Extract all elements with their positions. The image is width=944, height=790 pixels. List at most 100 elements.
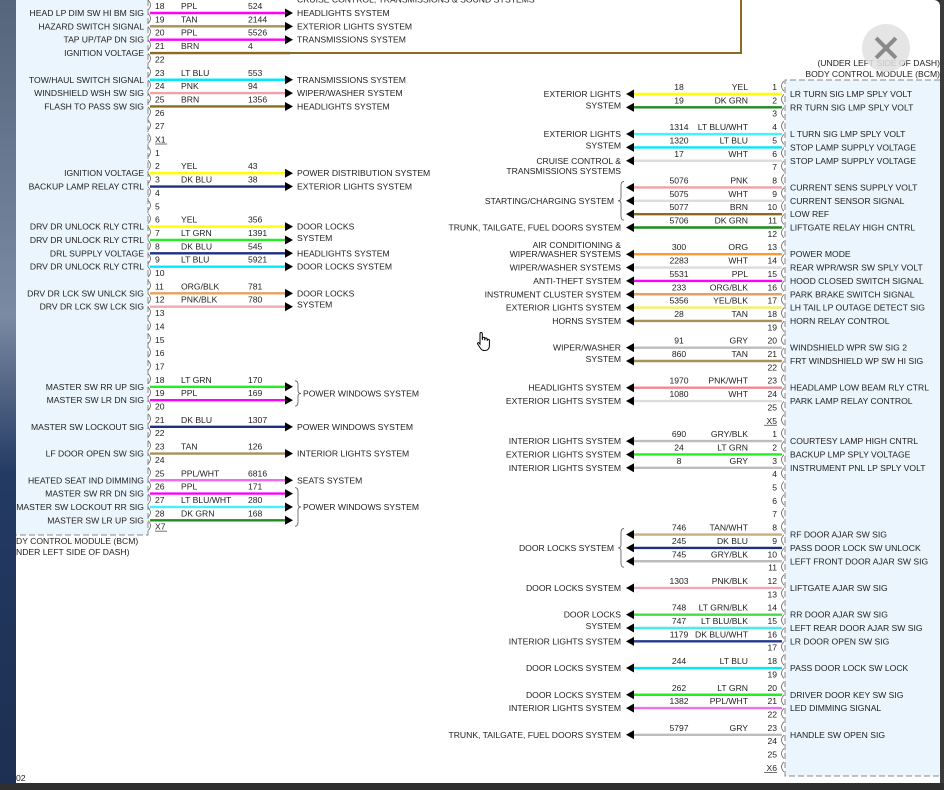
destination-system-label[interactable]: SYSTEM	[297, 233, 332, 243]
pin-number: 22	[155, 54, 165, 64]
arrow-icon	[626, 276, 634, 286]
arrow-icon	[285, 395, 293, 405]
destination-system-label[interactable]: DOOR LOCKS SYSTEM	[526, 663, 621, 673]
destination-system-label[interactable]: SYSTEM	[586, 354, 621, 364]
pin-number: 9	[772, 189, 777, 199]
arrow-icon	[626, 142, 634, 152]
destination-system-label[interactable]: INSTRUMENT CLUSTER SYSTEM	[485, 289, 621, 299]
destination-system-label[interactable]: TRUNK, TAILGATE, FUEL DOORS SYSTEM	[448, 223, 621, 233]
pin-function-label: DRV DR UNLOCK RLY CTRL	[30, 262, 144, 272]
arrow-icon	[285, 262, 293, 272]
left-module-label-1: DY CONTROL MODULE (BCM)	[16, 536, 138, 546]
destination-system-label[interactable]: AIR CONDITIONING &	[533, 240, 622, 250]
destination-system-label[interactable]: DOOR LOCKS	[297, 222, 355, 232]
destination-system-label[interactable]: DOOR LOCKS	[297, 288, 355, 298]
destination-system-label[interactable]: WIPER/WASHER SYSTEMS	[510, 249, 622, 259]
circuit-number: 169	[248, 388, 263, 398]
destination-system-label[interactable]: HEADLIGHTS SYSTEM	[297, 248, 390, 258]
pin-function-label: CURRENT SENS SUPPLY VOLT	[790, 182, 918, 192]
destination-system-label[interactable]: DOOR LOCKS	[564, 610, 622, 620]
destination-system-label[interactable]: WIPER/WASHER SYSTEMS	[510, 263, 622, 273]
arrow-icon	[285, 489, 293, 499]
destination-system-label[interactable]: EXTERIOR LIGHTS	[544, 89, 622, 99]
destination-system-label[interactable]: ANTI-THEFT SYSTEM	[533, 276, 621, 286]
destination-system-label[interactable]: SYSTEM	[586, 100, 621, 110]
destination-system-label[interactable]: HEADLIGHTS SYSTEM	[297, 8, 390, 18]
destination-system-label[interactable]: DOOR LOCKS SYSTEM	[519, 543, 614, 553]
destination-system-label[interactable]: EXTERIOR LIGHTS	[544, 129, 622, 139]
destination-system-label[interactable]: SEATS SYSTEM	[297, 475, 362, 485]
destination-system-label[interactable]: SYSTEM	[586, 621, 621, 631]
pin-number: 10	[767, 549, 777, 559]
connector-label: X5	[766, 416, 777, 426]
destination-system-label[interactable]: TRANSMISSIONS SYSTEM	[297, 75, 406, 85]
destination-system-label[interactable]: INTERIOR LIGHTS SYSTEM	[297, 449, 409, 459]
destination-system-label[interactable]: INTERIOR LIGHTS SYSTEM	[509, 703, 621, 713]
wire-color-label: YEL	[181, 161, 197, 171]
pin-bracket	[147, 493, 151, 505]
destination-system-label[interactable]: STARTING/CHARGING SYSTEM	[485, 196, 614, 206]
destination-system-label[interactable]: EXTERIOR LIGHTS SYSTEM	[506, 303, 621, 313]
arrow-icon	[285, 168, 293, 178]
arrow-icon	[626, 263, 634, 273]
destination-system-label[interactable]: SYSTEM	[586, 140, 621, 150]
destination-system-label[interactable]: TRUNK, TAILGATE, FUEL DOORS SYSTEM	[448, 730, 621, 740]
pin-function-label: LEFT REAR DOOR AJAR SW SIG	[790, 623, 923, 633]
left-module-box	[16, 0, 148, 535]
destination-system-label[interactable]: INTERIOR LIGHTS SYSTEM	[509, 636, 621, 646]
destination-system-label[interactable]: POWER WINDOWS SYSTEM	[297, 422, 413, 432]
pin-bracket	[781, 628, 785, 639]
destination-system-label[interactable]: INTERIOR LIGHTS SYSTEM	[509, 436, 621, 446]
destination-system-label[interactable]: INTERIOR LIGHTS SYSTEM	[509, 463, 621, 473]
pin-function-label: FRT WINDSHIELD WP SW HI SIG	[790, 356, 924, 366]
arrow-icon	[285, 101, 293, 111]
destination-system-label[interactable]: POWER WINDOWS SYSTEM	[303, 388, 419, 398]
pin-bracket	[781, 761, 785, 773]
circuit-number: 545	[248, 241, 263, 251]
pin-number: 24	[767, 389, 777, 399]
destination-system-label[interactable]: CRUISE CONTROL &	[536, 156, 621, 166]
destination-system-label[interactable]: DOOR LOCKS SYSTEM	[297, 262, 392, 272]
pin-function-label: DRV DR LCK SW LCK SIG	[40, 302, 145, 312]
wire-color-label: DK BLU	[717, 536, 748, 546]
pin-bracket	[781, 547, 785, 559]
pin-bracket	[781, 748, 785, 759]
circuit-number: 1320	[669, 135, 688, 145]
destination-system-label[interactable]: SYSTEM	[297, 300, 332, 310]
pin-number: 27	[155, 495, 165, 505]
destination-system-label[interactable]: WIPER/WASHER	[553, 343, 621, 353]
destination-system-label[interactable]: TRANSMISSIONS SYSTEMS	[506, 166, 621, 176]
circuit-number: 262	[672, 683, 687, 693]
circuit-number: 5076	[669, 175, 688, 185]
destination-system-label[interactable]: HEADLIGHTS SYSTEM	[528, 383, 621, 393]
destination-system-label[interactable]: POWER WINDOWS SYSTEM	[303, 502, 419, 512]
pin-function-label: HEADLAMP LOW BEAM RLY CTRL	[790, 383, 929, 393]
destination-system-label[interactable]: HEADLIGHTS SYSTEM	[297, 101, 390, 111]
pin-number: 24	[155, 81, 165, 91]
destination-system-label[interactable]: EXTERIOR LIGHTS SYSTEM	[297, 182, 412, 192]
pin-bracket	[781, 307, 785, 319]
arrow-icon	[285, 235, 293, 245]
destination-system-label[interactable]: CRUISE CONTROL, TRANSMISSIONS & SOUND SY…	[297, 0, 535, 5]
arrow-icon	[285, 288, 293, 298]
destination-system-label[interactable]: TRANSMISSIONS SYSTEM	[297, 35, 406, 45]
destination-system-label[interactable]: EXTERIOR LIGHTS SYSTEM	[506, 396, 621, 406]
pin-number: 20	[767, 336, 777, 346]
circuit-number: 245	[672, 536, 687, 546]
pin-bracket	[147, 373, 151, 385]
destination-system-label[interactable]: HORNS SYSTEM	[552, 316, 621, 326]
arrow-icon	[626, 316, 634, 326]
destination-system-label[interactable]: EXTERIOR LIGHTS SYSTEM	[506, 449, 621, 459]
pin-function-label: MASTER SW LOCKOUT SIG	[31, 422, 144, 432]
destination-system-label[interactable]: DOOR LOCKS SYSTEM	[526, 690, 621, 700]
pin-function-label: STOP LAMP SUPPLY VOLTAGE	[790, 156, 916, 166]
pin-number: 14	[155, 321, 165, 331]
pin-number: 13	[155, 308, 165, 318]
destination-system-label[interactable]: EXTERIOR LIGHTS SYSTEM	[297, 21, 412, 31]
destination-system-label[interactable]: POWER DISTRIBUTION SYSTEM	[297, 168, 430, 178]
destination-system-label[interactable]: DOOR LOCKS SYSTEM	[526, 583, 621, 593]
arrow-icon	[626, 156, 634, 166]
destination-system-label[interactable]: WIPER/WASHER SYSTEM	[297, 88, 403, 98]
close-x-icon[interactable]	[862, 24, 910, 72]
